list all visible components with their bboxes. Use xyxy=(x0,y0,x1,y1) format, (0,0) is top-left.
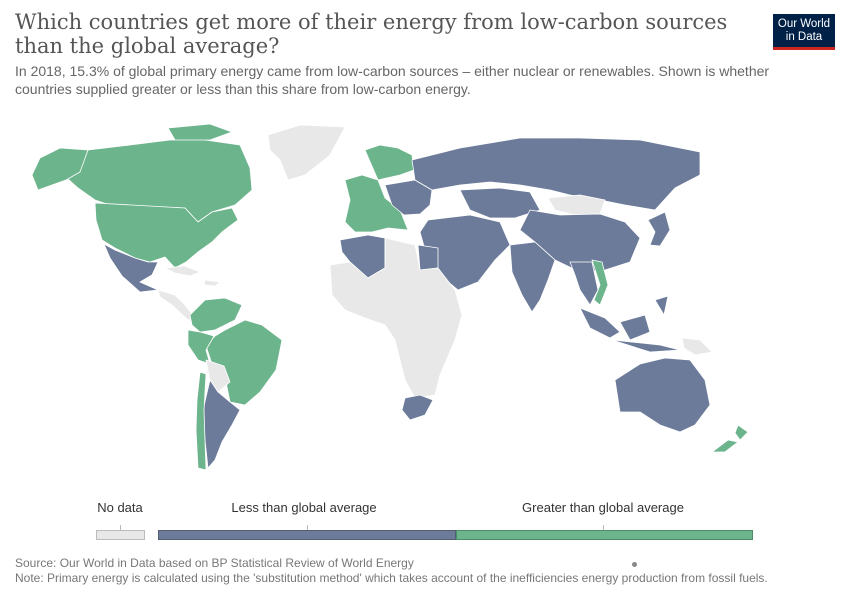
legend-tick-greater xyxy=(603,525,604,531)
region-central-america[interactable] xyxy=(157,289,196,321)
chart-subtitle: In 2018, 15.3% of global primary energy … xyxy=(15,63,770,97)
region-china[interactable] xyxy=(519,209,641,273)
world-map xyxy=(31,123,749,471)
methodology-note: Note: Primary energy is calculated using… xyxy=(15,571,768,585)
legend-tick-less xyxy=(307,525,308,531)
region-papua-new-guinea[interactable] xyxy=(681,337,713,356)
region-united-states[interactable] xyxy=(94,202,239,269)
owid-logo[interactable]: Our World in Data xyxy=(773,14,835,50)
region-vietnam[interactable] xyxy=(591,259,609,306)
region-new-zealand[interactable] xyxy=(711,424,749,453)
region-canada[interactable] xyxy=(57,123,253,223)
region-south-africa[interactable] xyxy=(401,394,434,421)
region-indonesia[interactable] xyxy=(579,295,681,353)
region-russia[interactable] xyxy=(411,137,701,211)
region-colombia-and-venezuela[interactable] xyxy=(189,297,243,333)
legend-swatch-less[interactable] xyxy=(158,530,456,540)
region-alaska[interactable] xyxy=(31,147,89,191)
legend-label-less: Less than global average xyxy=(231,500,377,515)
pager-dot[interactable] xyxy=(632,562,637,567)
legend-swatch-greater[interactable] xyxy=(456,530,753,540)
region-greenland[interactable] xyxy=(267,124,346,181)
region-caribbean[interactable] xyxy=(164,265,221,287)
region-bolivia-and-paraguay[interactable] xyxy=(205,359,231,393)
region-india[interactable] xyxy=(509,241,556,313)
legend-swatch-no-data[interactable] xyxy=(96,530,145,540)
region-southeast-asia[interactable] xyxy=(569,261,599,306)
region-japan[interactable] xyxy=(647,211,671,247)
chart-title: Which countries get more of their energy… xyxy=(15,10,728,58)
region-australia[interactable] xyxy=(614,357,711,433)
region-egypt[interactable] xyxy=(417,244,439,271)
legend-label-no-data: No data xyxy=(97,500,143,515)
region-kazakhstan[interactable] xyxy=(459,187,541,219)
legend-label-greater: Greater than global average xyxy=(522,500,684,515)
region-africa[interactable] xyxy=(329,237,463,399)
logo-text: Our World in Data xyxy=(777,17,831,43)
region-chile[interactable] xyxy=(195,371,207,471)
legend-tick-no-data xyxy=(120,525,121,531)
region-mexico[interactable] xyxy=(103,243,159,293)
region-middle-east[interactable] xyxy=(419,214,511,291)
region-peru[interactable] xyxy=(187,329,215,365)
region-mongolia[interactable] xyxy=(547,194,606,216)
source-note: Source: Our World in Data based on BP St… xyxy=(15,556,414,570)
